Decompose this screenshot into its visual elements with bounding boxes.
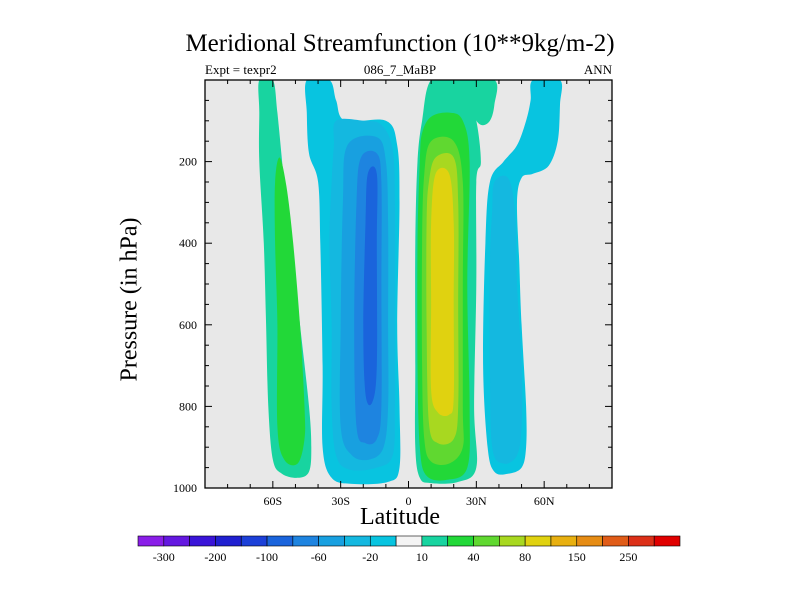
x-tick-label: 60N bbox=[534, 494, 555, 508]
colorbar-box bbox=[369, 535, 397, 547]
subtitle-center: 086_7_MaBP bbox=[363, 62, 437, 77]
contour-southern-polar-cell-core bbox=[274, 157, 306, 466]
colorbar-label: 150 bbox=[568, 550, 586, 564]
colorbar-label: -100 bbox=[256, 550, 278, 564]
colorbar-box bbox=[421, 535, 449, 547]
contour-regions bbox=[258, 80, 563, 485]
colorbar-box bbox=[189, 535, 216, 547]
colorbar-box bbox=[292, 535, 319, 547]
x-tick-label: 60S bbox=[263, 494, 282, 508]
colorbar-box bbox=[215, 535, 242, 547]
colorbar-box bbox=[266, 535, 294, 547]
y-tick-label: 200 bbox=[179, 155, 197, 169]
chart-title: Meridional Streamfunction (10**9kg/m-2) bbox=[185, 30, 615, 57]
colorbar-box bbox=[447, 535, 474, 547]
colorbar: -300 -200 -100 -60 -20 10 40 80 150 250 bbox=[137, 535, 681, 564]
axis-ticks: 60S 30S 0 30N 60N 200 400 600 800 1000 bbox=[173, 80, 613, 508]
colorbar-box bbox=[653, 535, 681, 547]
colorbar-label: 40 bbox=[468, 550, 480, 564]
colorbar-label: 250 bbox=[619, 550, 637, 564]
colorbar-box bbox=[344, 535, 371, 547]
colorbar-label: 10 bbox=[416, 550, 428, 564]
colorbar-label: -300 bbox=[153, 550, 175, 564]
colorbar-box bbox=[163, 535, 190, 547]
x-tick-label: 30N bbox=[466, 494, 487, 508]
x-tick-label: 30S bbox=[331, 494, 350, 508]
colorbar-label: 80 bbox=[519, 550, 531, 564]
subtitle-right: ANN bbox=[583, 62, 612, 77]
colorbar-box bbox=[395, 535, 423, 547]
x-tick-label: 0 bbox=[406, 494, 412, 508]
colorbar-box bbox=[240, 535, 268, 547]
contour-northern-hadley-core bbox=[430, 167, 455, 417]
colorbar-box bbox=[524, 535, 552, 547]
y-tick-label: 400 bbox=[179, 236, 197, 250]
colorbar-box bbox=[576, 535, 603, 547]
contour-southern-ferrel-core bbox=[363, 166, 378, 406]
contour-northern-ferrel-level-2 bbox=[489, 175, 523, 464]
colorbar-box bbox=[602, 535, 629, 547]
y-tick-label: 800 bbox=[179, 399, 197, 413]
x-axis-label: Latitude bbox=[360, 504, 440, 530]
subtitle-left: Expt = texpr2 bbox=[205, 62, 277, 77]
colorbar-box bbox=[550, 535, 578, 547]
colorbar-label: -200 bbox=[204, 550, 226, 564]
colorbar-box bbox=[473, 535, 500, 547]
y-tick-label: 1000 bbox=[173, 481, 197, 495]
contour-northern-high-lat-band bbox=[457, 80, 498, 126]
colorbar-box bbox=[318, 535, 345, 547]
colorbar-label: -60 bbox=[311, 550, 327, 564]
y-tick-label: 600 bbox=[179, 318, 197, 332]
colorbar-label: -20 bbox=[362, 550, 378, 564]
colorbar-box bbox=[137, 535, 165, 547]
colorbar-box bbox=[628, 535, 655, 547]
colorbar-box bbox=[499, 535, 526, 547]
